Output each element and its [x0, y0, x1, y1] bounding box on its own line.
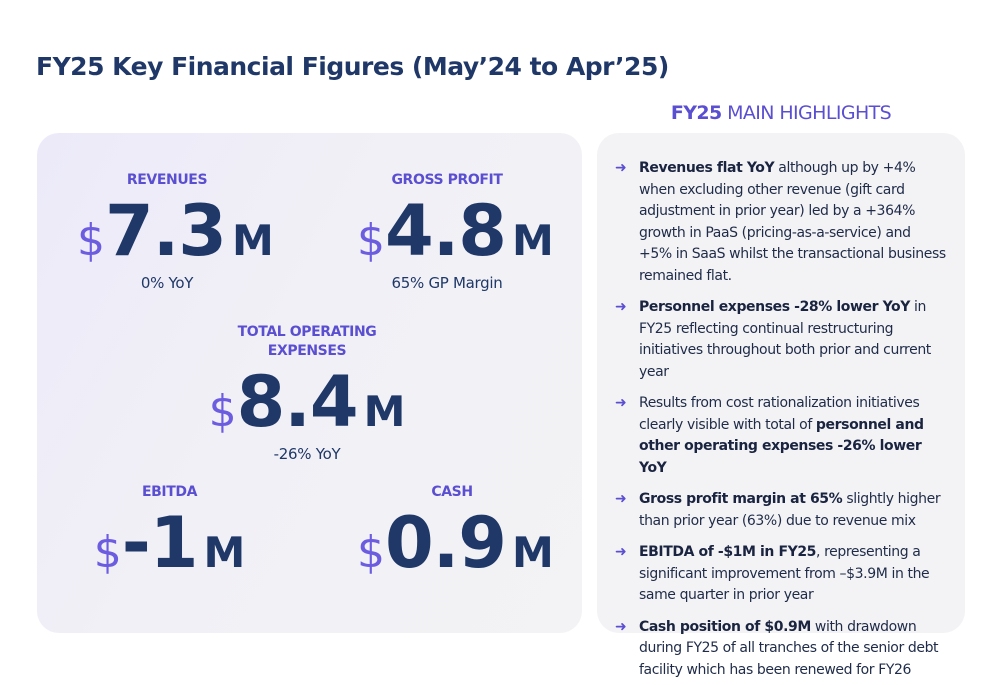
ebitda-currency: $ [93, 527, 122, 578]
highlight-text: Revenues flat YoY although up by +4% whe… [639, 160, 946, 284]
gross-profit-metric: GROSS PROFIT $4.8 M 65% GP Margin [357, 171, 554, 292]
highlights-panel: ➜ Revenues flat YoY although up by +4% w… [597, 133, 965, 678]
key-figures-panel: REVENUES $7.3 M 0% YoY GROSS PROFIT $4.8 M… [37, 133, 582, 633]
highlights-list: ➜ Revenues flat YoY although up by +4% w… [597, 133, 965, 681]
gross-profit-value: $4.8 M [357, 196, 554, 266]
opex-yoy: -26% YoY [273, 445, 341, 463]
arrow-right-icon: ➜ [615, 544, 627, 560]
opex-label: TOTAL OPERATING EXPENSES [207, 323, 407, 361]
highlight-item: ➜ Personnel expenses -28% lower YoY in F… [615, 297, 947, 383]
highlights-title: FY25 MAIN HIGHLIGHTS [597, 102, 965, 124]
gross-profit-label: GROSS PROFIT [391, 172, 503, 188]
gross-profit-currency: $ [357, 215, 385, 266]
highlights-title-bold: FY25 [670, 102, 722, 124]
gross-profit-number: 4.8 [385, 190, 507, 272]
revenues-label: REVENUES [126, 172, 208, 188]
arrow-right-icon: ➜ [615, 160, 627, 176]
opex-unit: M [363, 387, 406, 436]
highlights-title-rest: MAIN HIGHLIGHTS [727, 102, 892, 124]
highlight-text: EBITDA of -$1M in FY25, representing a s… [639, 544, 930, 603]
cash-metric: CASH $0.9 M [357, 483, 554, 578]
highlight-item: ➜ Results from cost rationalization init… [615, 393, 947, 479]
highlight-item: ➜ Cash position of $0.9M with drawdown d… [615, 617, 947, 682]
opex-metric: TOTAL OPERATING EXPENSES $8.4 M -26% YoY [207, 323, 407, 463]
ebitda-metric: EBITDA $-1 M [87, 483, 252, 578]
revenues-number: 7.3 [105, 190, 227, 272]
ebitda-unit: M [203, 528, 246, 577]
arrow-right-icon: ➜ [615, 491, 627, 507]
highlight-text: Cash position of $0.9M with drawdown dur… [639, 618, 939, 678]
cash-label: CASH [431, 484, 473, 500]
highlight-item: ➜ Revenues flat YoY although up by +4% w… [615, 158, 947, 287]
highlight-text: Results from cost rationalization initia… [639, 395, 924, 476]
opex-currency: $ [208, 386, 237, 437]
opex-value: $8.4 M [207, 367, 407, 437]
revenues-unit: M [232, 216, 274, 265]
revenues-value: $7.3 M [77, 196, 274, 266]
cash-unit: M [512, 528, 554, 577]
ebitda-value: $-1 M [87, 508, 252, 578]
opex-label-line2: EXPENSES [267, 343, 347, 359]
opex-label-line1: TOTAL OPERATING [237, 324, 377, 340]
arrow-right-icon: ➜ [615, 618, 627, 635]
cash-currency: $ [357, 527, 385, 578]
cash-number: 0.9 [385, 502, 507, 584]
page-title: FY25 Key Financial Figures (May’24 to Ap… [36, 52, 669, 81]
cash-value: $0.9 M [357, 508, 554, 578]
arrow-right-icon: ➜ [615, 299, 627, 315]
highlight-item: ➜ Gross profit margin at 65% slightly hi… [615, 489, 947, 532]
revenues-metric: REVENUES $7.3 M 0% YoY [77, 171, 274, 292]
ebitda-label: EBITDA [141, 484, 198, 500]
ebitda-number: -1 [121, 502, 199, 584]
opex-number: 8.4 [236, 361, 359, 443]
gross-profit-margin: 65% GP Margin [391, 274, 503, 292]
highlight-text: Gross profit margin at 65% slightly high… [639, 491, 941, 529]
revenues-currency: $ [77, 215, 105, 266]
gross-profit-unit: M [512, 216, 554, 265]
arrow-right-icon: ➜ [615, 395, 627, 411]
revenues-yoy: 0% YoY [140, 274, 194, 292]
highlight-text: Personnel expenses -28% lower YoY in FY2… [639, 299, 931, 380]
highlight-item: ➜ EBITDA of -$1M in FY25, representing a… [615, 542, 947, 607]
